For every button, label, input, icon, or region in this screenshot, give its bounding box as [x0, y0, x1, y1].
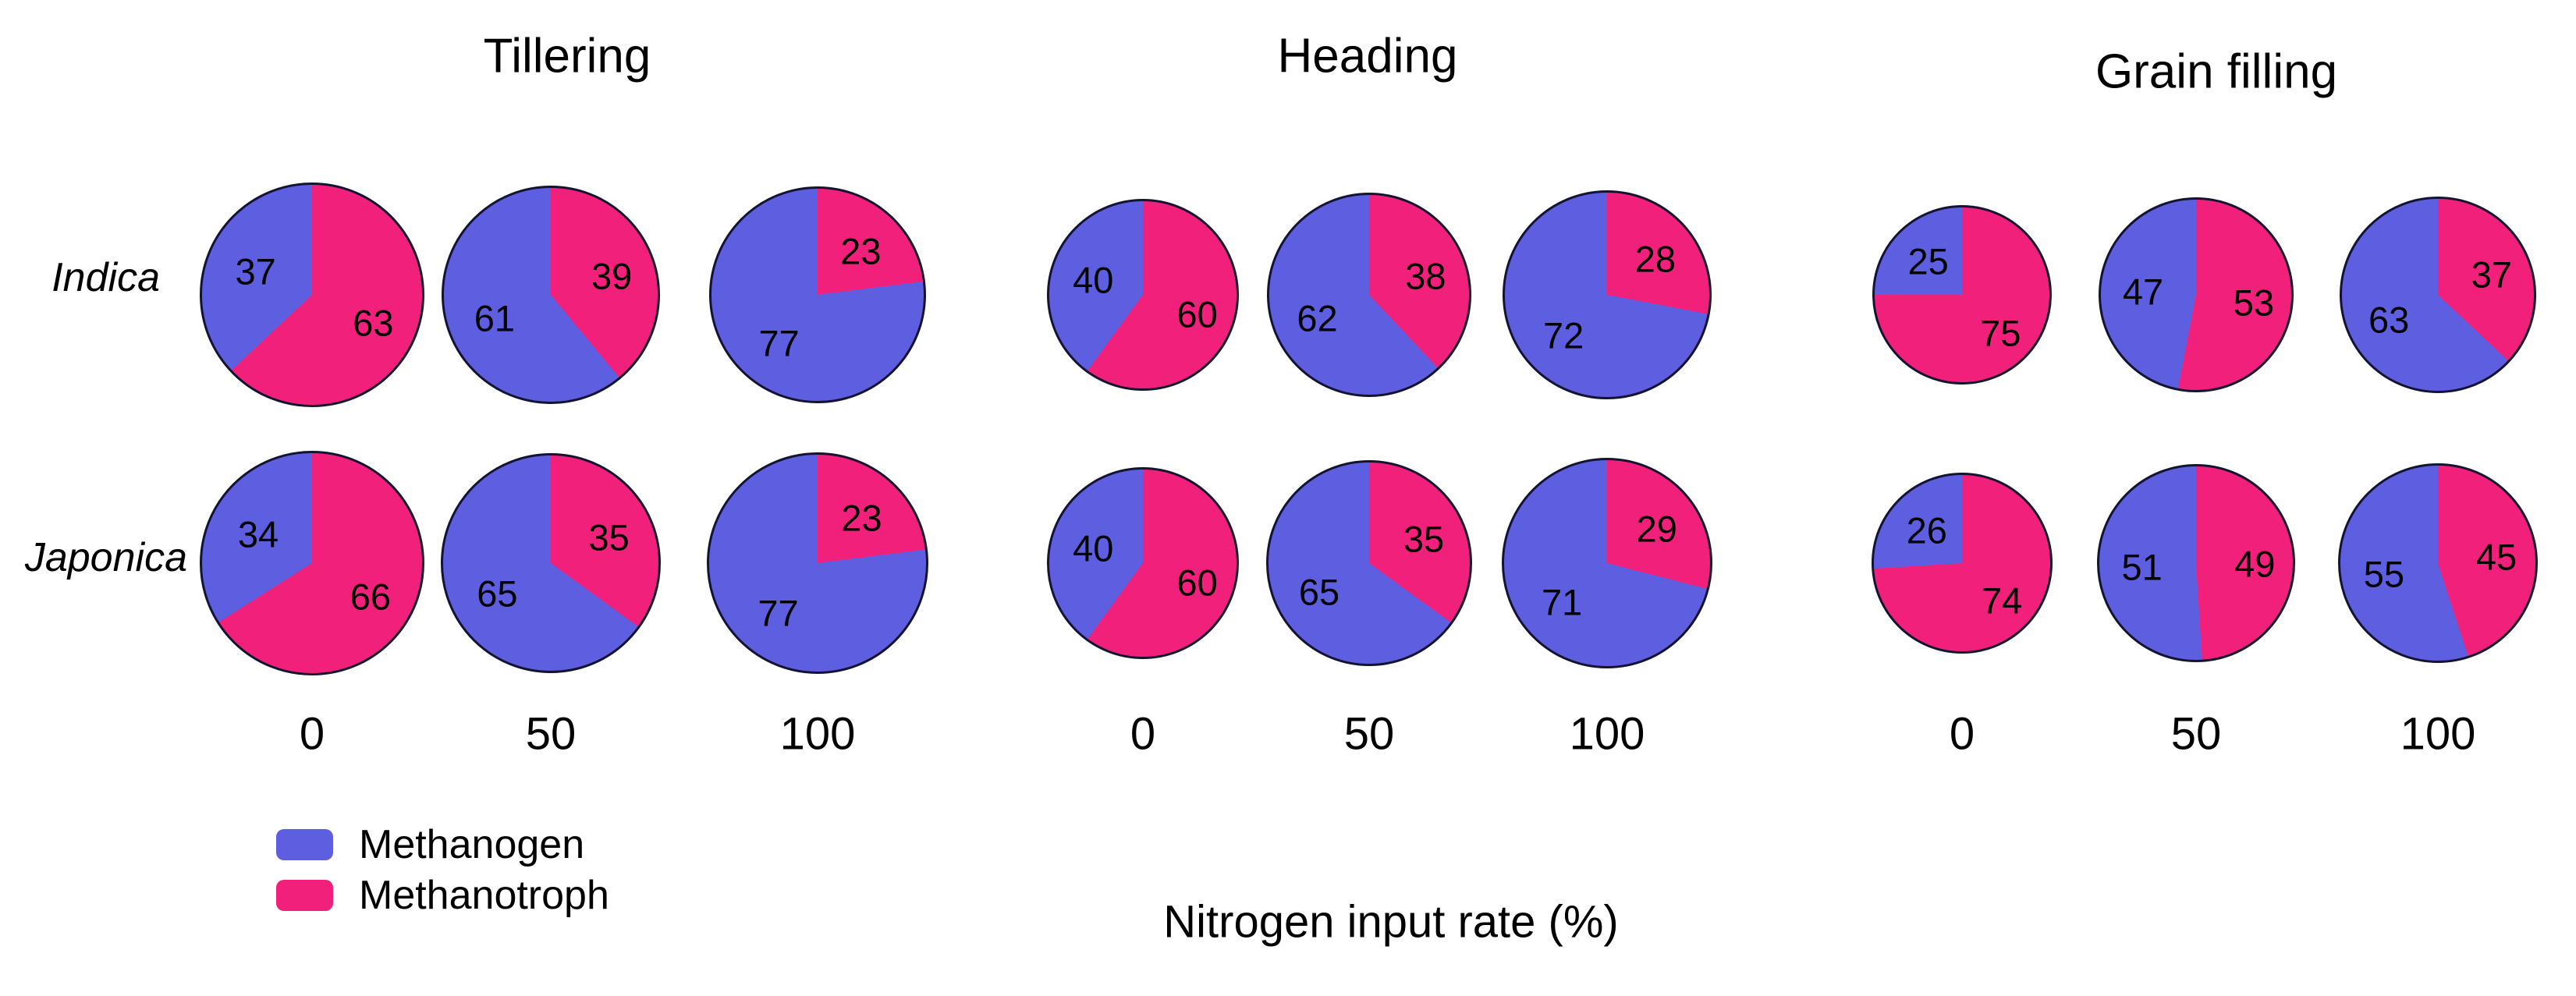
pie-heading-indica-n0: 60 40	[1047, 199, 1239, 391]
pie-value-methanogen: 37	[235, 250, 276, 292]
tick-heading-50: 50	[1343, 708, 1395, 760]
pie-value-methanotroph: 60	[1176, 562, 1218, 604]
pie-value-methanotroph: 23	[841, 497, 882, 539]
row-label-japonica: Japonica	[24, 535, 187, 580]
pie-value-methanogen: 71	[1542, 581, 1583, 623]
pie-tillering-japonica-n50: 35 65	[441, 453, 661, 673]
pie-value-methanogen: 55	[2363, 553, 2405, 595]
pie-tillering-indica-n0: 63 37	[200, 183, 424, 407]
pie-value-methanogen: 65	[1298, 571, 1340, 613]
panel-title-grain-filling: Grain filling	[2095, 44, 2338, 99]
pie-heading-indica-n100: 28 72	[1503, 190, 1712, 399]
pie-value-methanotroph: 38	[1405, 255, 1446, 296]
pie-grain-filling-japonica-n0: 74 26	[1872, 473, 2053, 654]
pie-value-methanotroph: 29	[1636, 508, 1677, 550]
pie-value-methanogen: 40	[1073, 259, 1114, 301]
pie-value-methanogen: 61	[474, 297, 516, 339]
pie-grain-filling-indica-n100: 37 63	[2340, 197, 2536, 393]
pie-value-methanogen: 26	[1906, 509, 1947, 551]
row-label-indica: Indica	[51, 255, 160, 300]
pie-value-methanotroph: 23	[840, 230, 882, 272]
pie-tillering-japonica-n100: 23 77	[707, 452, 928, 674]
pie-tillering-indica-n50: 39 61	[442, 186, 660, 404]
pie-heading-indica-n50: 38 62	[1267, 193, 1471, 397]
pie-grain-filling-indica-n0: 75 25	[1872, 205, 2052, 385]
pie-value-methanotroph: 63	[353, 302, 394, 344]
pie-value-methanogen: 34	[237, 513, 279, 555]
pie-value-methanogen: 63	[2368, 299, 2410, 341]
legend-swatch-methanogen	[276, 829, 333, 860]
panel-title-heading: Heading	[1277, 29, 1458, 83]
pie-value-methanotroph: 53	[2233, 282, 2275, 324]
pie-value-methanotroph: 49	[2234, 543, 2276, 585]
pie-value-methanotroph: 60	[1176, 293, 1218, 335]
legend-label-methanogen: Methanogen	[359, 822, 585, 867]
pie-grain-filling-indica-n50: 53 47	[2099, 197, 2294, 392]
pie-value-methanogen: 77	[758, 592, 799, 634]
tick-grain-filling-50: 50	[2170, 708, 2222, 760]
legend-swatch-methanotroph	[276, 880, 333, 911]
tick-tillering-50: 50	[525, 708, 577, 760]
pie-value-methanotroph: 45	[2475, 536, 2517, 578]
pie-heading-japonica-n0: 60 40	[1047, 467, 1239, 659]
pie-value-methanotroph: 39	[591, 255, 633, 297]
pie-value-methanotroph: 28	[1634, 238, 1676, 280]
legend-label-methanotroph: Methanotroph	[359, 873, 609, 918]
pie-value-methanogen: 47	[2122, 271, 2164, 313]
pie-tillering-indica-n100: 23 77	[709, 186, 926, 403]
tick-tillering-100: 100	[779, 708, 856, 760]
pie-value-methanotroph: 35	[1403, 518, 1445, 560]
pie-tillering-japonica-n0: 66 34	[200, 451, 424, 675]
pie-value-methanogen: 25	[1907, 240, 1949, 282]
panel-title-tillering: Tillering	[483, 29, 651, 83]
pie-value-methanotroph: 66	[349, 576, 392, 618]
tick-heading-0: 0	[1130, 708, 1156, 760]
x-axis-label: Nitrogen input rate (%)	[1163, 896, 1619, 948]
pie-heading-japonica-n100: 29 71	[1502, 458, 1712, 668]
tick-grain-filling-0: 0	[1949, 708, 1975, 760]
pie-value-methanotroph: 75	[1980, 312, 2021, 354]
pie-value-methanotroph: 74	[1982, 580, 2023, 622]
pie-value-methanogen: 51	[2121, 546, 2163, 588]
pie-value-methanogen: 77	[758, 322, 800, 364]
pie-value-methanogen: 72	[1543, 314, 1584, 356]
pie-value-methanogen: 40	[1073, 527, 1114, 569]
tick-tillering-0: 0	[299, 708, 325, 760]
pie-value-methanogen: 62	[1297, 297, 1338, 339]
pie-value-methanotroph: 37	[2471, 253, 2513, 296]
pie-grain-filling-japonica-n50: 49 51	[2097, 464, 2295, 662]
tick-heading-100: 100	[1569, 708, 1645, 760]
pie-heading-japonica-n50: 35 65	[1266, 460, 1472, 666]
tick-grain-filling-100: 100	[2400, 708, 2476, 760]
pie-value-methanotroph: 35	[588, 516, 630, 558]
pie-grain-filling-japonica-n100: 45 55	[2338, 463, 2538, 663]
pie-value-methanogen: 65	[477, 572, 518, 615]
